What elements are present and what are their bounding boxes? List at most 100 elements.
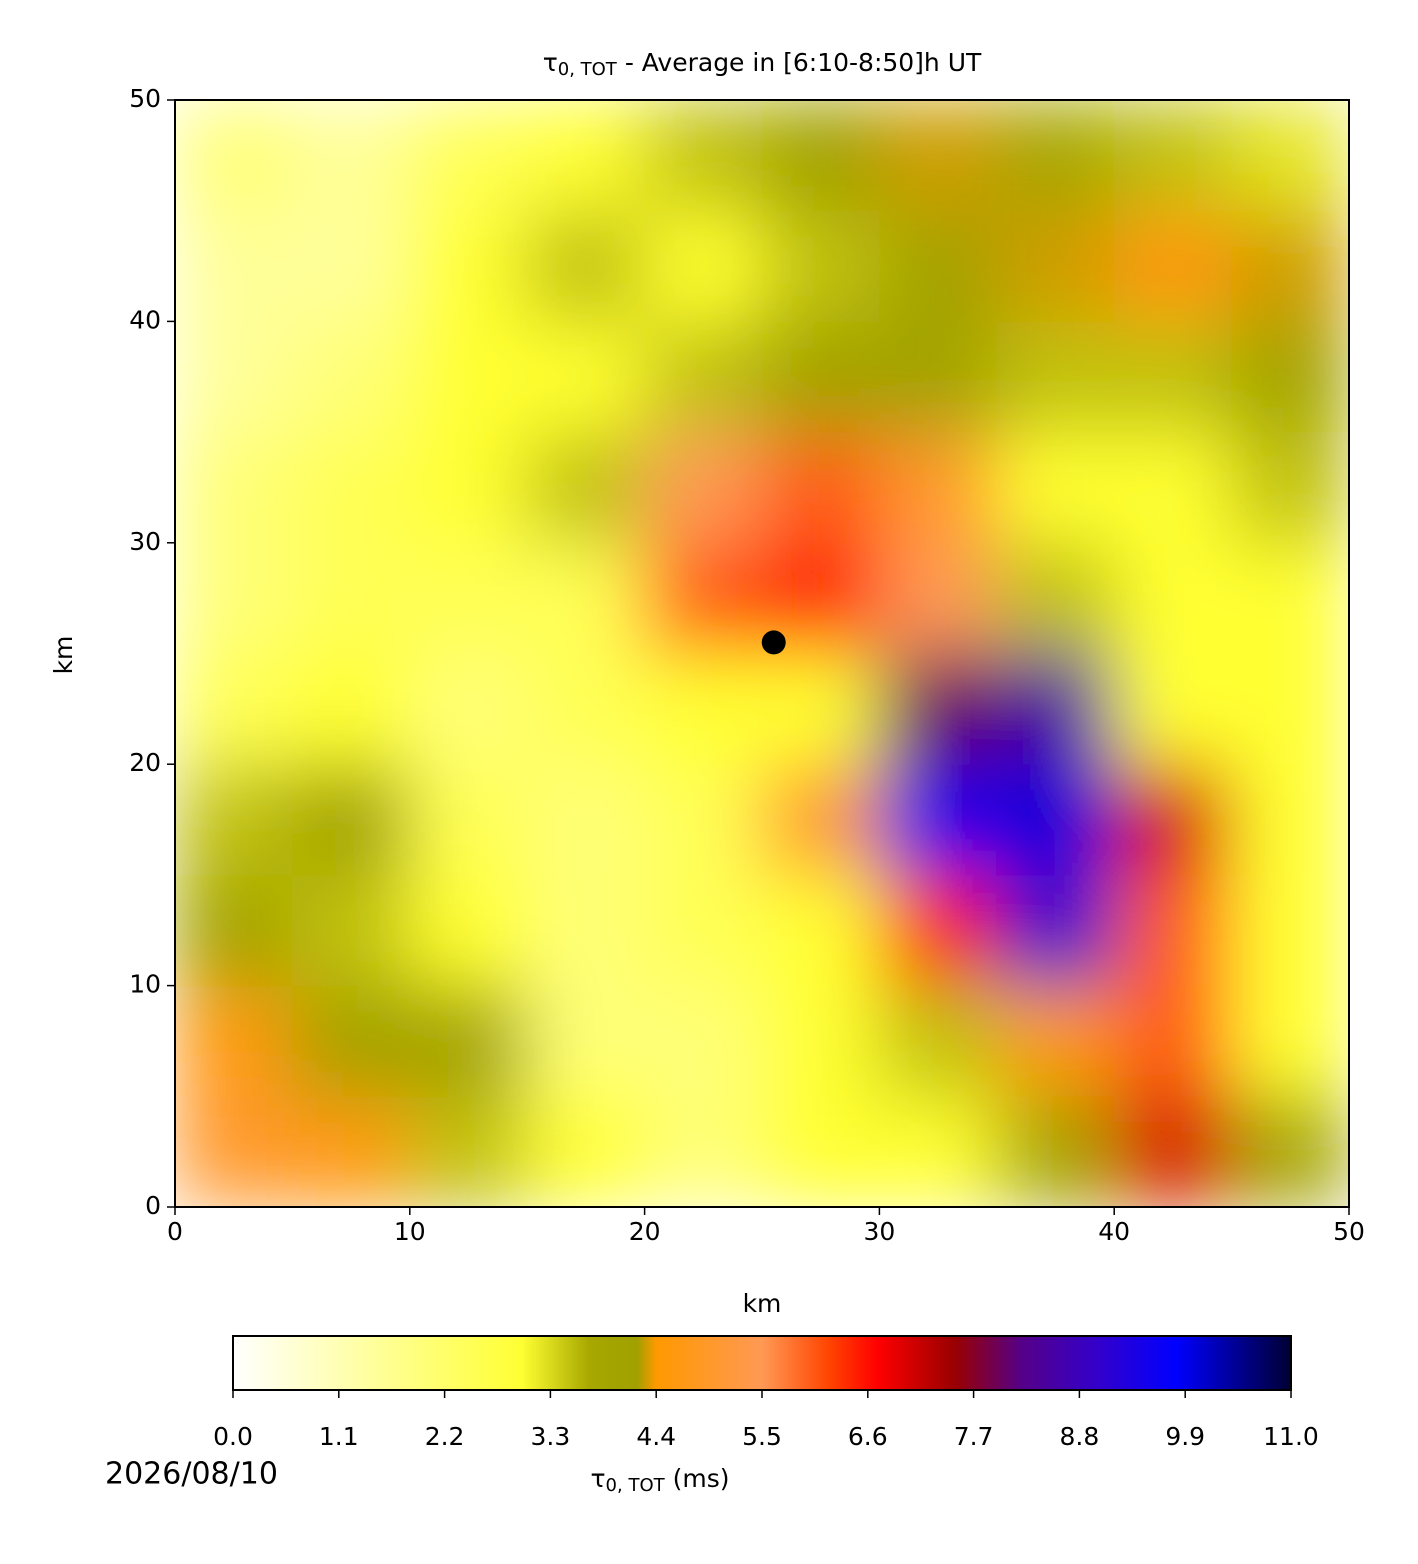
y-tick-label: 40 [129, 305, 161, 334]
cell [878, 1095, 998, 1207]
cell [1231, 1095, 1349, 1207]
cell [996, 210, 1115, 322]
x-tick-label: 30 [863, 1217, 895, 1246]
cell [1113, 874, 1233, 987]
cell [175, 985, 293, 1097]
cell [526, 210, 646, 322]
cell [1113, 542, 1233, 654]
cell [1113, 1095, 1233, 1207]
y-axis-label: km [49, 636, 78, 675]
cell [1113, 763, 1233, 876]
cell [409, 985, 528, 1097]
cell [1231, 985, 1349, 1097]
axes-frame [174, 99, 1350, 1208]
cell [878, 431, 998, 544]
y-tick-label: 20 [129, 748, 161, 777]
cell [409, 542, 528, 654]
cell [1113, 431, 1233, 544]
colorbar-tick-label: 6.6 [848, 1422, 888, 1451]
cell [526, 763, 646, 876]
cell [996, 653, 1115, 765]
cell [1113, 320, 1233, 433]
x-tick-label: 50 [1333, 1217, 1365, 1246]
colorbar-tick-label: 7.7 [954, 1422, 994, 1451]
cell [878, 210, 998, 322]
cb-symbol: τ [590, 1464, 605, 1493]
cell [1231, 653, 1349, 765]
cell [1113, 653, 1233, 765]
cell [175, 1095, 293, 1207]
cell [761, 874, 880, 987]
cell [644, 1095, 763, 1207]
cell [878, 874, 998, 987]
cell [526, 320, 646, 433]
cell [291, 100, 411, 212]
title-text: - Average in [6:10-8:50]h UT [625, 48, 982, 77]
title-subscript: 0, TOT [558, 59, 618, 80]
cell [291, 320, 411, 433]
y-tick-label: 0 [145, 1191, 161, 1220]
colorbar-tick-label: 3.3 [531, 1422, 571, 1451]
cell [878, 763, 998, 876]
cell [996, 100, 1115, 212]
cell [409, 1095, 528, 1207]
cell [644, 763, 763, 876]
cell [526, 100, 646, 212]
y-tick-label: 10 [129, 970, 161, 999]
cell [409, 210, 528, 322]
cell [644, 320, 763, 433]
cell [175, 542, 293, 654]
cell [1231, 542, 1349, 654]
cell [175, 874, 293, 987]
colorbar-tick-label: 1.1 [319, 1422, 359, 1451]
cell [644, 542, 763, 654]
cell [996, 542, 1115, 654]
cell [175, 653, 293, 765]
cell [291, 431, 411, 544]
x-axis-label: km [743, 1289, 782, 1318]
colorbar-tick-label: 2.2 [425, 1422, 465, 1451]
chart-title: τ0, TOT - Average in [6:10-8:50]h UT [543, 48, 982, 80]
cell [1113, 985, 1233, 1097]
x-tick-label: 10 [394, 1217, 426, 1246]
cell [644, 100, 763, 212]
cell [644, 985, 763, 1097]
cell [291, 763, 411, 876]
cell [1113, 100, 1233, 212]
cell [1231, 100, 1349, 212]
colorbar-tick-label: 5.5 [742, 1422, 782, 1451]
title-symbol: τ [543, 48, 558, 77]
cell [291, 1095, 411, 1207]
cells [175, 100, 1349, 1207]
cell [644, 431, 763, 544]
cell [1231, 320, 1349, 433]
cell [878, 985, 998, 1097]
cb-unit: (ms) [673, 1464, 730, 1493]
cell [878, 100, 998, 212]
cell [996, 1095, 1115, 1207]
colorbar-tick-label: 11.0 [1263, 1422, 1319, 1451]
x-tick-label: 0 [167, 1217, 183, 1246]
cell [175, 431, 293, 544]
cell [996, 874, 1115, 987]
field [175, 100, 1349, 1207]
cell [175, 763, 293, 876]
cell [1231, 210, 1349, 322]
cell [175, 210, 293, 322]
cell [291, 874, 411, 987]
cell [1231, 431, 1349, 544]
cell [996, 320, 1115, 433]
cell [996, 985, 1115, 1097]
cell [761, 100, 880, 212]
cell [761, 320, 880, 433]
cell [291, 653, 411, 765]
y-tick-label: 30 [129, 527, 161, 556]
cell [175, 320, 293, 433]
cell [1231, 874, 1349, 987]
cell [761, 1095, 880, 1207]
cell [761, 210, 880, 322]
cell [761, 763, 880, 876]
cell [526, 431, 646, 544]
cell [409, 763, 528, 876]
cell [761, 431, 880, 544]
